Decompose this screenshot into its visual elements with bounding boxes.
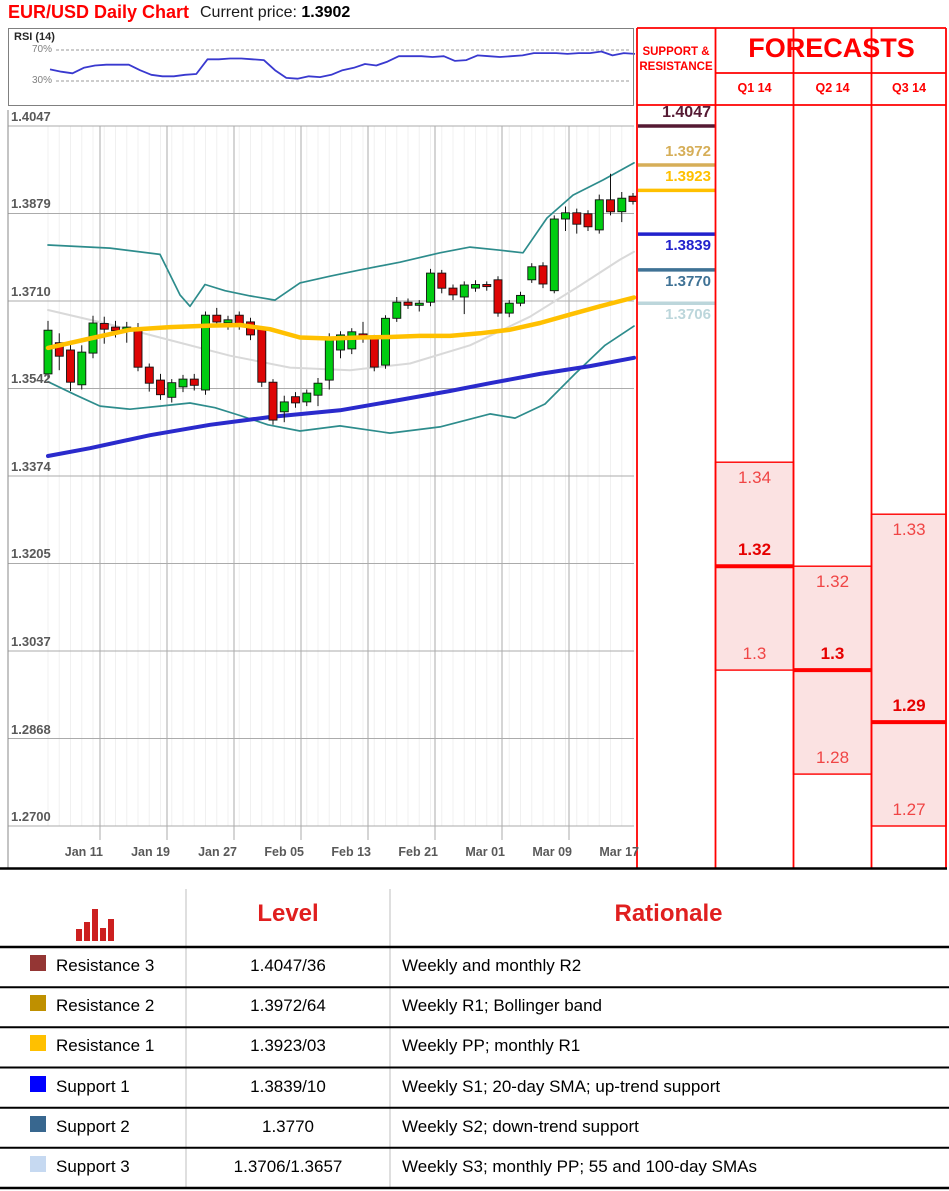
table-row-name: Resistance 1 [56,1036,155,1055]
table-row-rationale: Weekly S3; monthly PP; 55 and 100-day SM… [402,1157,757,1176]
forecast-value: 1.3 [742,644,767,663]
rsi-lower-tick: 30% [31,75,52,86]
table-row-name: Support 1 [56,1077,130,1096]
legend-swatch [30,995,46,1011]
forecast-value: 1.34 [737,468,772,487]
page-title: EUR/USD Daily Chart [8,2,190,22]
table-row-level: 1.3770 [262,1117,314,1136]
y-axis-label: 1.3879 [11,196,51,211]
table-row-level: 1.3972/64 [250,996,326,1015]
y-axis-label: 1.2700 [11,809,51,824]
table-row-name: Resistance 2 [56,996,155,1015]
x-axis-label: Mar 01 [465,845,505,859]
forecast-value: 1.29 [892,696,926,715]
rsi-label: RSI (14) [14,31,55,43]
forecast-q3-header: Q3 14 [891,81,927,95]
table-row-rationale: Weekly and monthly R2 [402,956,582,975]
x-axis-label: Feb 13 [331,845,371,859]
forecast-q2-header: Q2 14 [815,81,850,95]
table-row-level: 1.3706/1.3657 [233,1157,343,1176]
x-axis-label: Mar 17 [599,845,639,859]
sr-level-label: 1.3923 [665,168,711,185]
table-row-level: 1.3923/03 [250,1036,326,1055]
y-axis-label: 1.3037 [11,634,51,649]
y-axis-label: 1.2868 [11,722,51,737]
legend-swatch [30,1076,46,1092]
sr-level-label: 1.3839 [665,237,711,254]
table-row-rationale: Weekly R1; Bollinger band [402,996,603,1015]
current-price-label: Current price: [200,4,297,21]
legend-swatch [30,955,46,971]
table-row-name: Resistance 3 [56,956,155,975]
legend-swatch [30,1035,46,1051]
forecasts-title: FORECASTS [748,33,915,63]
forecast-value: 1.32 [815,572,850,591]
y-axis-label: 1.4047 [11,109,51,124]
forecast-value: 1.3 [820,644,845,663]
rsi-upper-tick: 70% [31,44,52,55]
y-axis-label: 1.3542 [11,371,51,386]
bar-chart-icon [76,909,114,941]
support-resistance-header: SUPPORT & RESISTANCE [639,46,713,73]
y-axis-label: 1.3374 [11,459,51,474]
legend-swatch [30,1156,46,1172]
y-axis-label: 1.3710 [11,284,51,299]
table-row-rationale: Weekly PP; monthly R1 [402,1036,581,1055]
table-row-level: 1.4047/36 [250,956,326,975]
table-header-level: Level [257,900,319,927]
table-row-rationale: Weekly S1; 20-day SMA; up-trend support [402,1077,721,1096]
table-row-name: Support 2 [56,1117,130,1136]
forecast-value: 1.33 [892,520,926,539]
forecast-value: 1.27 [892,800,926,819]
sr-level-label: 1.3972 [665,143,711,160]
forecast-value: 1.28 [815,748,850,767]
current-price-value: 1.3902 [301,4,351,21]
x-axis-label: Feb 21 [398,845,438,859]
table-row-level: 1.3839/10 [250,1077,326,1096]
x-axis-label: Jan 19 [131,845,170,859]
legend-swatch [30,1116,46,1132]
x-axis-label: Mar 09 [532,845,572,859]
table-row-rationale: Weekly S2; down-trend support [402,1117,639,1136]
x-axis-label: Jan 11 [64,845,103,859]
sr-level-label: 1.3706 [665,306,711,323]
price-chart-svg [0,27,947,870]
x-axis-label: Feb 05 [264,845,304,859]
table-row-name: Support 3 [56,1157,130,1176]
table-header-rationale: Rationale [614,900,723,927]
x-axis-label: Jan 27 [198,845,237,859]
y-axis-label: 1.3205 [11,546,51,561]
forecast-value: 1.32 [737,540,772,559]
forecast-q1-header: Q1 14 [737,81,772,95]
current-price: Current price: 1.3902 [200,4,350,22]
sr-level-label: 1.4047 [662,104,711,121]
sr-level-label: 1.3770 [665,273,711,290]
rsi-panel [8,28,634,106]
table-grid-svg [0,889,949,1190]
